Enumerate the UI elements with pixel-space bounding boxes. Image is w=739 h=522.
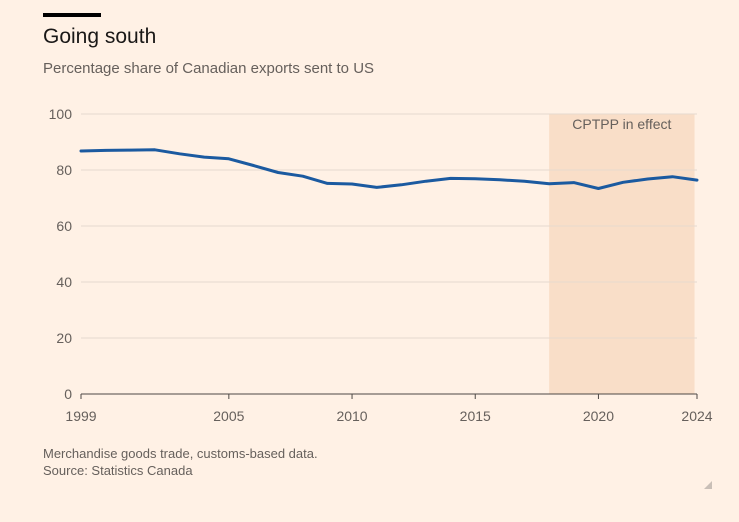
data-point [326, 182, 329, 185]
y-tick-label: 80 [56, 162, 72, 178]
data-point [350, 182, 354, 186]
data-point [400, 183, 403, 187]
chart-title: Going south [43, 25, 157, 48]
data-point [695, 178, 699, 182]
x-tick-label: 2015 [460, 408, 491, 424]
source-note: Source: Statistics Canada [43, 463, 193, 478]
data-point [424, 180, 428, 183]
footnote: Merchandise goods trade, customs-based d… [43, 446, 318, 461]
x-tick-label: 2010 [336, 408, 367, 424]
data-point [498, 178, 502, 181]
data-point [474, 177, 477, 180]
data-point [375, 186, 378, 189]
data-point [671, 175, 674, 178]
resize-corner-icon[interactable] [704, 481, 712, 489]
y-tick-label: 0 [64, 386, 72, 402]
data-point [547, 182, 551, 185]
x-tick-label: 2024 [681, 408, 712, 424]
x-tick-label: 1999 [65, 408, 96, 424]
y-tick-label: 100 [49, 106, 73, 122]
data-point [252, 164, 255, 167]
x-tick-label: 2005 [213, 408, 244, 424]
data-point [178, 152, 181, 155]
y-tick-label: 40 [56, 274, 72, 290]
series-line-us-export-share [79, 148, 699, 190]
cptpp-annotation-label: CPTPP in effect [572, 116, 671, 132]
chart-subtitle: Percentage share of Canadian exports sen… [43, 60, 375, 77]
data-point [301, 174, 304, 178]
data-point [203, 155, 206, 159]
data-point [597, 187, 600, 190]
x-tick-label: 2020 [583, 408, 614, 424]
data-point [153, 148, 157, 152]
data-point [449, 177, 452, 180]
data-point [79, 149, 83, 153]
data-point [129, 148, 132, 152]
y-tick-label: 20 [56, 330, 72, 346]
data-point [104, 149, 107, 152]
data-point [646, 177, 649, 181]
data-point [621, 181, 625, 184]
data-point [276, 171, 280, 174]
data-point [572, 181, 575, 184]
data-point [523, 180, 526, 183]
cptpp-shaded-region [549, 114, 695, 394]
y-tick-label: 60 [56, 218, 72, 234]
title-accent-rule [43, 13, 101, 17]
data-point [227, 157, 231, 160]
